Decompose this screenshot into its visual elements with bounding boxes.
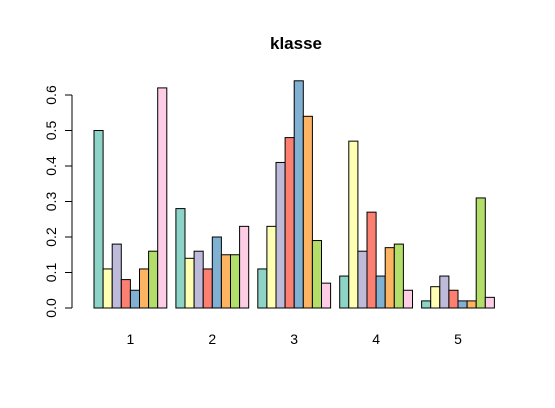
x-tick-label: 1 (127, 331, 135, 347)
bar-5-7 (475, 197, 486, 309)
bar-2-1 (175, 208, 186, 309)
bars-group (93, 80, 495, 309)
bar-4-4 (366, 211, 377, 309)
bar-4-7 (393, 243, 404, 309)
bar-4-6 (384, 247, 395, 309)
bar-1-6 (139, 268, 150, 309)
bar-3-1 (257, 268, 268, 309)
y-axis: 0.0 0.1 0.2 0.3 0.4 0.5 0.6 (43, 85, 73, 318)
bar-1-3 (111, 243, 122, 309)
x-tick-label: 2 (208, 331, 216, 347)
chart-title: klasse (270, 34, 322, 53)
bar-3-2 (266, 225, 277, 309)
x-tick-label: 4 (372, 331, 380, 347)
y-tick-label: 0.0 (43, 298, 59, 318)
bar-1-8 (157, 87, 168, 309)
bar-5-4 (448, 289, 459, 309)
y-tick-label: 0.6 (43, 85, 59, 105)
bar-1-2 (102, 268, 113, 309)
bar-1-1 (93, 130, 104, 309)
bar-1-7 (148, 250, 159, 309)
bar-4-1 (339, 275, 350, 309)
bar-2-4 (202, 268, 213, 309)
y-tick-label: 0.1 (43, 263, 59, 283)
bar-4-3 (357, 250, 368, 309)
bar-2-8 (239, 225, 250, 309)
bar-5-3 (439, 275, 450, 309)
bar-5-6 (466, 300, 477, 309)
bar-1-4 (120, 279, 131, 309)
bar-2-5 (211, 236, 222, 309)
bar-2-3 (193, 250, 204, 309)
bar-3-6 (302, 115, 313, 309)
y-tick-label: 0.4 (43, 156, 59, 176)
x-tick-label: 5 (454, 331, 462, 347)
y-tick-label: 0.5 (43, 121, 59, 141)
bar-5-1 (421, 300, 432, 309)
x-tick-label: 3 (290, 331, 298, 347)
bar-3-3 (275, 161, 286, 309)
bar-5-5 (457, 300, 468, 309)
bar-3-5 (293, 80, 304, 309)
y-tick-label: 0.2 (43, 227, 59, 247)
bar-4-2 (348, 140, 359, 309)
bar-4-8 (402, 289, 413, 309)
bar-5-2 (430, 286, 441, 309)
y-tick-label: 0.3 (43, 192, 59, 212)
bar-3-4 (284, 137, 295, 309)
bar-2-2 (184, 257, 195, 309)
bar-4-5 (375, 275, 386, 309)
bar-5-8 (484, 296, 495, 309)
bar-2-7 (230, 254, 241, 309)
bar-2-6 (220, 254, 231, 309)
bar-3-8 (321, 282, 332, 309)
x-axis-labels: 1 2 3 4 5 (127, 331, 463, 347)
bar-1-5 (129, 289, 140, 309)
bar-3-7 (311, 240, 322, 309)
